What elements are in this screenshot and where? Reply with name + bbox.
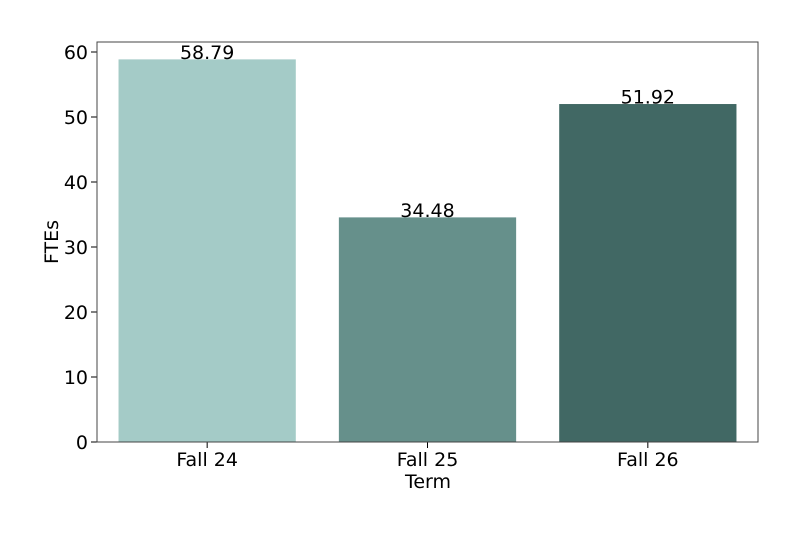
y-tick-label: 30 <box>64 237 88 259</box>
y-tick-label: 20 <box>64 302 88 324</box>
plot-frame <box>96 41 759 443</box>
bar <box>559 104 737 443</box>
y-tick-label: 50 <box>64 107 88 129</box>
y-tick-label: 0 <box>76 432 88 454</box>
x-tick-label: Fall 24 <box>176 449 238 471</box>
x-tick-label: Fall 26 <box>617 449 679 471</box>
data-label: 51.92 <box>621 87 675 109</box>
bar <box>338 217 517 443</box>
data-label: 58.79 <box>180 42 234 64</box>
y-tick-label: 60 <box>64 42 88 64</box>
y-axis-label: FTEs <box>41 220 63 264</box>
y-tick-label: 40 <box>64 172 88 194</box>
bar <box>118 59 296 443</box>
x-tick-label: Fall 25 <box>397 449 459 471</box>
y-tick-label: 10 <box>64 367 88 389</box>
x-axis-label: Term <box>404 471 451 493</box>
data-label: 34.48 <box>400 200 454 222</box>
